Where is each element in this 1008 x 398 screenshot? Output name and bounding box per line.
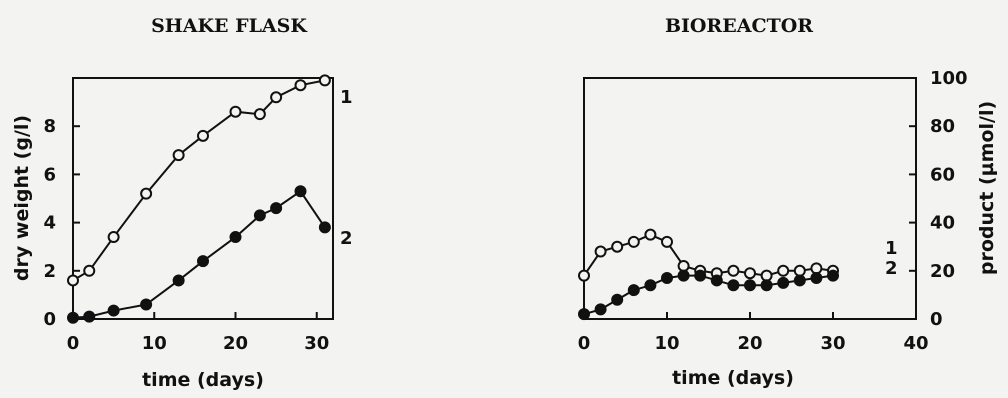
bioreactor-x-tick-label: 0 [578, 333, 591, 354]
shake-flask-series-1-point [229, 105, 242, 118]
shake-flask-y-tick-label: 2 [43, 261, 56, 282]
bioreactor-x-tick-label: 40 [903, 333, 928, 354]
shake-flask-series-1-point [253, 108, 266, 121]
shake-flask-panel: SHAKE FLASK dry weight (g/l) time (days)… [11, 15, 353, 391]
bioreactor-series-2-point [661, 272, 673, 285]
shake-flask-series-2-label: 2 [340, 228, 353, 249]
bioreactor-series-2-point [810, 272, 823, 285]
bioreactor-y-tick-label: 40 [930, 213, 955, 234]
bioreactor-series-2-point [644, 279, 657, 292]
bioreactor-series-2-point [760, 279, 773, 292]
bioreactor-x-tick-label: 30 [820, 333, 845, 354]
bioreactor-series-2-line [583, 274, 834, 316]
shake-flask-series-1-label: 1 [340, 87, 353, 108]
shake-flask-series-1-point [318, 74, 331, 87]
bioreactor-series-1-point [727, 264, 740, 277]
shake-flask-y-tick-label: 6 [43, 164, 56, 185]
shake-flask-plot-frame [72, 77, 334, 320]
bioreactor-y-tick-label: 20 [930, 261, 955, 282]
bioreactor-series-2-point [611, 293, 624, 306]
bioreactor-series-2-point [627, 284, 640, 297]
shake-flask-x-tick-label: 10 [142, 333, 167, 354]
shake-flask-series-2-point [83, 310, 96, 323]
bioreactor-y-ticks: 0 20 40 60 80 100 [909, 68, 968, 330]
shake-flask-y-tick-label: 0 [43, 309, 56, 330]
shake-flask-series-1-point [107, 231, 120, 244]
bioreactor-series-1-point [611, 240, 624, 253]
bioreactor-series-1-label: 1 [885, 238, 898, 259]
bioreactor-series-1-point [744, 267, 756, 280]
bioreactor-series-2-point [727, 279, 740, 292]
bioreactor-series-2-point [793, 274, 806, 287]
bioreactor-xlabel: time (days) [672, 367, 794, 389]
bioreactor-series-1-point [661, 235, 673, 248]
bioreactor-series-2-label: 2 [885, 258, 898, 279]
bioreactor-series-1-point [578, 269, 590, 282]
shake-flask-x-tick-label: 30 [304, 333, 329, 354]
bioreactor-series-2-point [594, 303, 607, 316]
bioreactor-title: BIOREACTOR [665, 15, 813, 37]
bioreactor-series-1-point [627, 235, 640, 248]
shake-flask-series-1-point [67, 274, 79, 287]
shake-flask-series-2-point [318, 221, 331, 234]
shake-flask-y-ticks: 0 2 4 6 8 [43, 116, 80, 330]
bioreactor-series-1-point [793, 264, 806, 277]
shake-flask-series-2-point [253, 209, 266, 222]
shake-flask-series-1-point [172, 149, 185, 162]
shake-flask-series-2-point [140, 298, 153, 311]
bioreactor-series-2-point [744, 279, 756, 292]
bioreactor-panel: BIOREACTOR product (µmol/l) time (days) … [578, 15, 998, 389]
bioreactor-series-2-point [677, 269, 690, 282]
shake-flask-x-tick-label: 0 [67, 333, 80, 354]
shake-flask-series-1-point [197, 129, 209, 142]
shake-flask-ylabel: dry weight (g/l) [11, 115, 33, 281]
shake-flask-series-1-point [83, 264, 96, 277]
shake-flask-y-tick-label: 8 [43, 116, 56, 137]
shake-flask-series-2-point [172, 274, 185, 287]
bioreactor-series-1-point [810, 262, 823, 275]
shake-flask-series-2-point [229, 231, 242, 244]
bioreactor-series-1-point [777, 264, 790, 277]
bioreactor-series-2-point [777, 276, 790, 289]
shake-flask-series-1-point [140, 187, 153, 200]
bioreactor-series-2-point [827, 269, 839, 282]
shake-flask-series-2-point [294, 185, 307, 198]
bioreactor-y-tick-label: 100 [930, 68, 968, 89]
bioreactor-ylabel: product (µmol/l) [976, 101, 998, 275]
bioreactor-y-tick-label: 60 [930, 164, 955, 185]
shake-flask-x-tick-label: 20 [223, 333, 248, 354]
bioreactor-series-1-point [677, 259, 690, 272]
bioreactor-series-1-point [594, 245, 607, 258]
bioreactor-series-1-line [583, 233, 834, 277]
shake-flask-series-2-point [270, 202, 283, 215]
bioreactor-series-1-point [644, 228, 657, 241]
shake-flask-series-2-line [72, 189, 326, 319]
bioreactor-y-tick-label: 80 [930, 116, 955, 137]
shake-flask-xlabel: time (days) [142, 369, 264, 391]
bioreactor-series-2-point [694, 269, 707, 282]
bioreactor-series-2-point [578, 308, 590, 321]
bioreactor-series-2-point [710, 274, 723, 287]
bioreactor-series-1-point [760, 269, 773, 282]
bioreactor-x-tick-label: 10 [654, 333, 679, 354]
bioreactor-x-ticks: 0 10 20 30 40 [578, 312, 929, 354]
bioreactor-x-tick-label: 20 [737, 333, 762, 354]
bioreactor-y-tick-label: 0 [930, 309, 943, 330]
shake-flask-series [67, 74, 331, 324]
shake-flask-series-2-point [197, 255, 209, 268]
shake-flask-title: SHAKE FLASK [151, 15, 308, 37]
shake-flask-series-2-point [107, 304, 120, 317]
shake-flask-series-1-line [72, 79, 326, 282]
shake-flask-series-1-point [294, 79, 307, 92]
shake-flask-series-1-point [270, 91, 283, 104]
shake-flask-series-2-point [67, 311, 79, 324]
shake-flask-y-tick-label: 4 [43, 213, 56, 234]
bioreactor-series [578, 228, 839, 321]
